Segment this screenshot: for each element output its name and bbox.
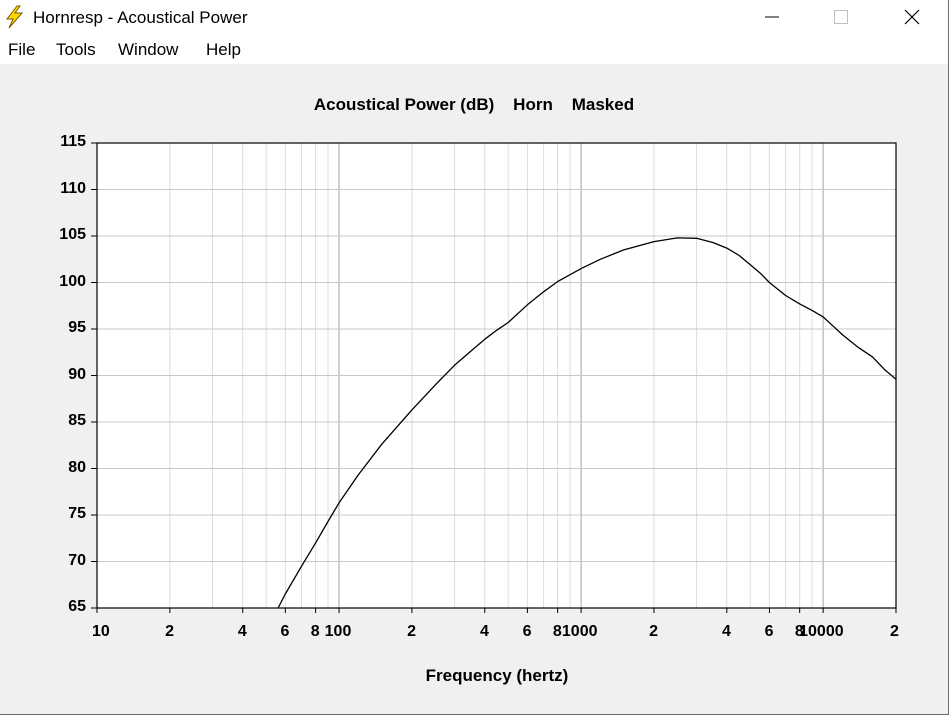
- y-tick-label: 110: [60, 179, 86, 197]
- x-tick-label: 4: [479, 623, 489, 640]
- x-tick-label: 8: [310, 623, 320, 640]
- y-tick-label: 90: [68, 365, 86, 383]
- menu-help[interactable]: Help: [206, 40, 241, 59]
- x-tick-label: 10: [92, 623, 110, 640]
- y-tick-label: 115: [60, 133, 86, 150]
- y-tick-label: 95: [68, 319, 86, 336]
- x-tick-label: 2: [407, 623, 416, 640]
- x-tick-label: 6: [522, 623, 532, 640]
- title-bar[interactable]: Hornresp - Acoustical Power: [0, 0, 948, 34]
- x-tick-label: 8: [794, 623, 804, 640]
- y-tick-label: 105: [59, 226, 86, 243]
- menu-tools[interactable]: Tools: [56, 40, 96, 59]
- y-tick-label: 80: [68, 458, 86, 476]
- x-tick-label: 8: [552, 623, 562, 640]
- x-tick-label: 4: [237, 623, 247, 640]
- minimize-icon: [765, 16, 779, 18]
- x-tick-label: 6: [764, 623, 774, 640]
- x-axis-label: Frequency (hertz): [425, 666, 569, 685]
- x-tick-label: 10000: [799, 623, 844, 640]
- menu-bar: File Tools Window Help: [0, 34, 948, 64]
- y-tick-label: 75: [68, 505, 86, 522]
- y-tick-label: 65: [68, 598, 86, 615]
- minimize-button[interactable]: [749, 0, 795, 34]
- menu-file[interactable]: File: [8, 40, 36, 59]
- chart-title: Acoustical Power (dB) Horn Masked: [313, 95, 635, 114]
- y-tick-label: 85: [68, 412, 86, 429]
- menu-window[interactable]: Window: [118, 40, 179, 59]
- y-tick-label: 70: [68, 551, 86, 569]
- x-tick-label: 2: [649, 623, 659, 640]
- x-tick-label: 4: [722, 623, 731, 640]
- lightning-bolt-icon: [5, 5, 24, 29]
- x-tick-label: 6: [280, 623, 290, 640]
- y-tick-label: 100: [59, 272, 86, 290]
- acoustical-power-chart[interactable]: [0, 64, 948, 624]
- acoustical-power-curve: [277, 237, 896, 608]
- x-tick-label: 2: [165, 623, 174, 640]
- maximize-button[interactable]: [818, 0, 864, 34]
- window-title: Hornresp - Acoustical Power: [33, 8, 248, 27]
- plot-frame: [96, 142, 897, 609]
- x-tick-label: 2: [890, 623, 899, 640]
- close-icon: [904, 9, 920, 25]
- maximize-icon: [834, 10, 848, 24]
- x-tick-label: 1000: [561, 623, 598, 640]
- close-button[interactable]: [889, 0, 935, 34]
- x-tick-label: 100: [324, 623, 352, 640]
